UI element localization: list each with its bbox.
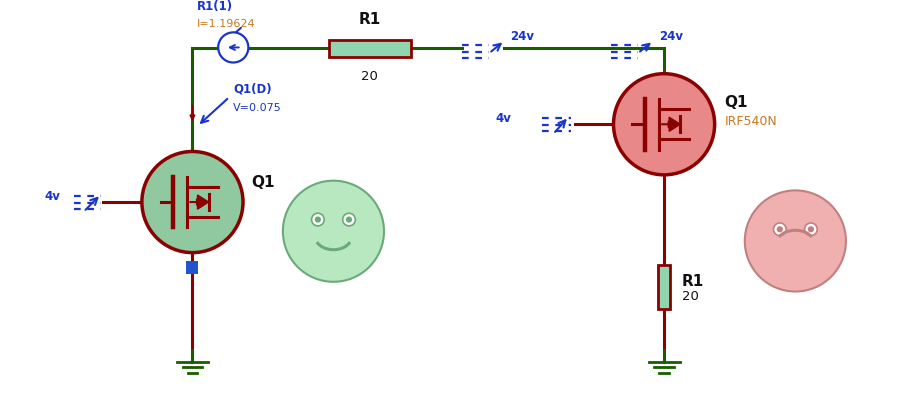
Text: Q1: Q1 (251, 175, 274, 190)
Text: R1: R1 (359, 12, 381, 27)
Bar (186, 261, 198, 274)
Polygon shape (669, 117, 681, 131)
Circle shape (744, 191, 846, 292)
Text: 20: 20 (361, 70, 379, 83)
Circle shape (774, 223, 786, 235)
Text: Q1(D): Q1(D) (233, 82, 272, 95)
Text: I=1.19624: I=1.19624 (197, 19, 256, 29)
Text: 20: 20 (682, 290, 699, 303)
Circle shape (343, 213, 355, 226)
Circle shape (283, 181, 384, 282)
Text: 4v: 4v (496, 112, 511, 125)
Circle shape (218, 32, 248, 62)
Polygon shape (197, 195, 208, 209)
Circle shape (613, 74, 714, 175)
Circle shape (142, 151, 243, 253)
Circle shape (777, 226, 783, 233)
Text: Q1: Q1 (724, 95, 748, 110)
Circle shape (315, 216, 321, 223)
Text: V=0.075: V=0.075 (233, 103, 282, 113)
Circle shape (346, 216, 352, 223)
Text: 4v: 4v (45, 190, 60, 203)
Circle shape (804, 223, 817, 235)
Text: R1(1): R1(1) (197, 0, 234, 13)
Text: 24v: 24v (511, 30, 534, 43)
Circle shape (311, 213, 324, 226)
Text: 24v: 24v (659, 30, 683, 43)
Text: IRF540N: IRF540N (724, 115, 777, 128)
Text: R1: R1 (682, 274, 703, 289)
Circle shape (808, 226, 814, 233)
Bar (329, 40, 411, 57)
Bar (658, 265, 671, 309)
